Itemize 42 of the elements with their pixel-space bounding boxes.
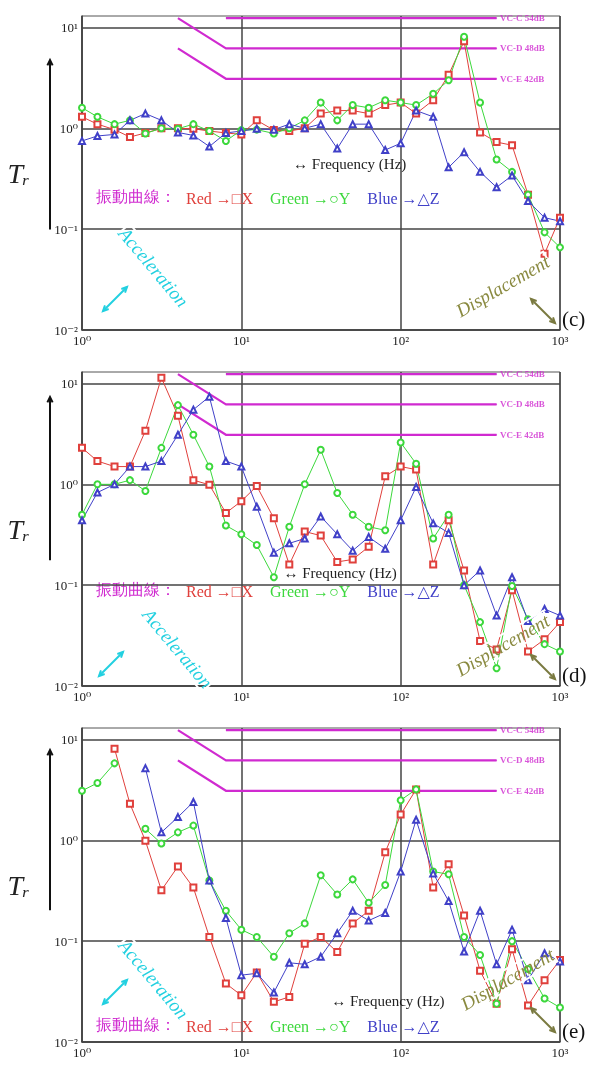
text: Blue →△Z xyxy=(367,1017,440,1035)
text: (e) xyxy=(562,1018,586,1043)
annotation: VC-E 42dB xyxy=(500,73,545,84)
text: Green →○Y xyxy=(269,189,351,207)
y-tick-label: 10¹ xyxy=(61,375,79,391)
x-tick-label: 10³ xyxy=(551,333,569,348)
x-tick-label: 10² xyxy=(392,333,410,348)
x-tick-label: 10¹ xyxy=(232,333,250,348)
text: (d) xyxy=(562,662,587,687)
y-axis-title: Tᵣ xyxy=(7,513,30,545)
x-tick-label: 10³ xyxy=(551,1045,569,1060)
text: (c) xyxy=(562,306,586,331)
annotation: VC-D 48dB xyxy=(500,755,545,766)
annotation: VC-E 42dB xyxy=(500,429,545,440)
legend-title: 振動曲線： xyxy=(96,187,176,205)
y-tick-label: 10⁰ xyxy=(59,832,78,848)
series-label: Blue →△Z xyxy=(367,189,440,207)
series-label: Blue →△Z xyxy=(367,583,440,601)
y-axis-title: Tᵣ xyxy=(7,157,30,189)
x-tick-label: 10¹ xyxy=(232,689,250,704)
annotation: VC-D 48dB xyxy=(500,399,545,410)
y-tick-label: 10¹ xyxy=(61,19,79,35)
annotation: VC-C 54dB xyxy=(500,725,545,736)
x-tick-label: 10¹ xyxy=(232,1045,250,1060)
y-tick-label: 10⁰ xyxy=(59,476,78,492)
y-tick-label: 10¹ xyxy=(61,731,79,747)
annotation: VC-E 42dB xyxy=(500,785,545,796)
series-label: Green →○Y xyxy=(269,583,351,601)
text: Green →○Y xyxy=(269,1017,351,1035)
annotation: VC-C 54dB xyxy=(500,13,545,24)
x-tick-label: 10² xyxy=(392,689,410,704)
x-axis-title: ↔ Frequency (Hz) xyxy=(283,564,397,582)
legend-title: 振動曲線： xyxy=(96,581,176,599)
x-tick-label: 10² xyxy=(392,1045,410,1060)
annotation: VC-C 54dB xyxy=(500,369,545,380)
y-tick-label: 10⁰ xyxy=(59,120,78,136)
x-tick-label: 10³ xyxy=(551,689,569,704)
y-tick-label: 10⁻¹ xyxy=(54,221,79,237)
y-tick-label: 10⁻¹ xyxy=(54,577,79,593)
annotation: VC-D 48dB xyxy=(500,43,545,54)
y-axis-title: Tᵣ xyxy=(7,869,30,901)
y-tick-label: 10⁻¹ xyxy=(54,933,79,949)
